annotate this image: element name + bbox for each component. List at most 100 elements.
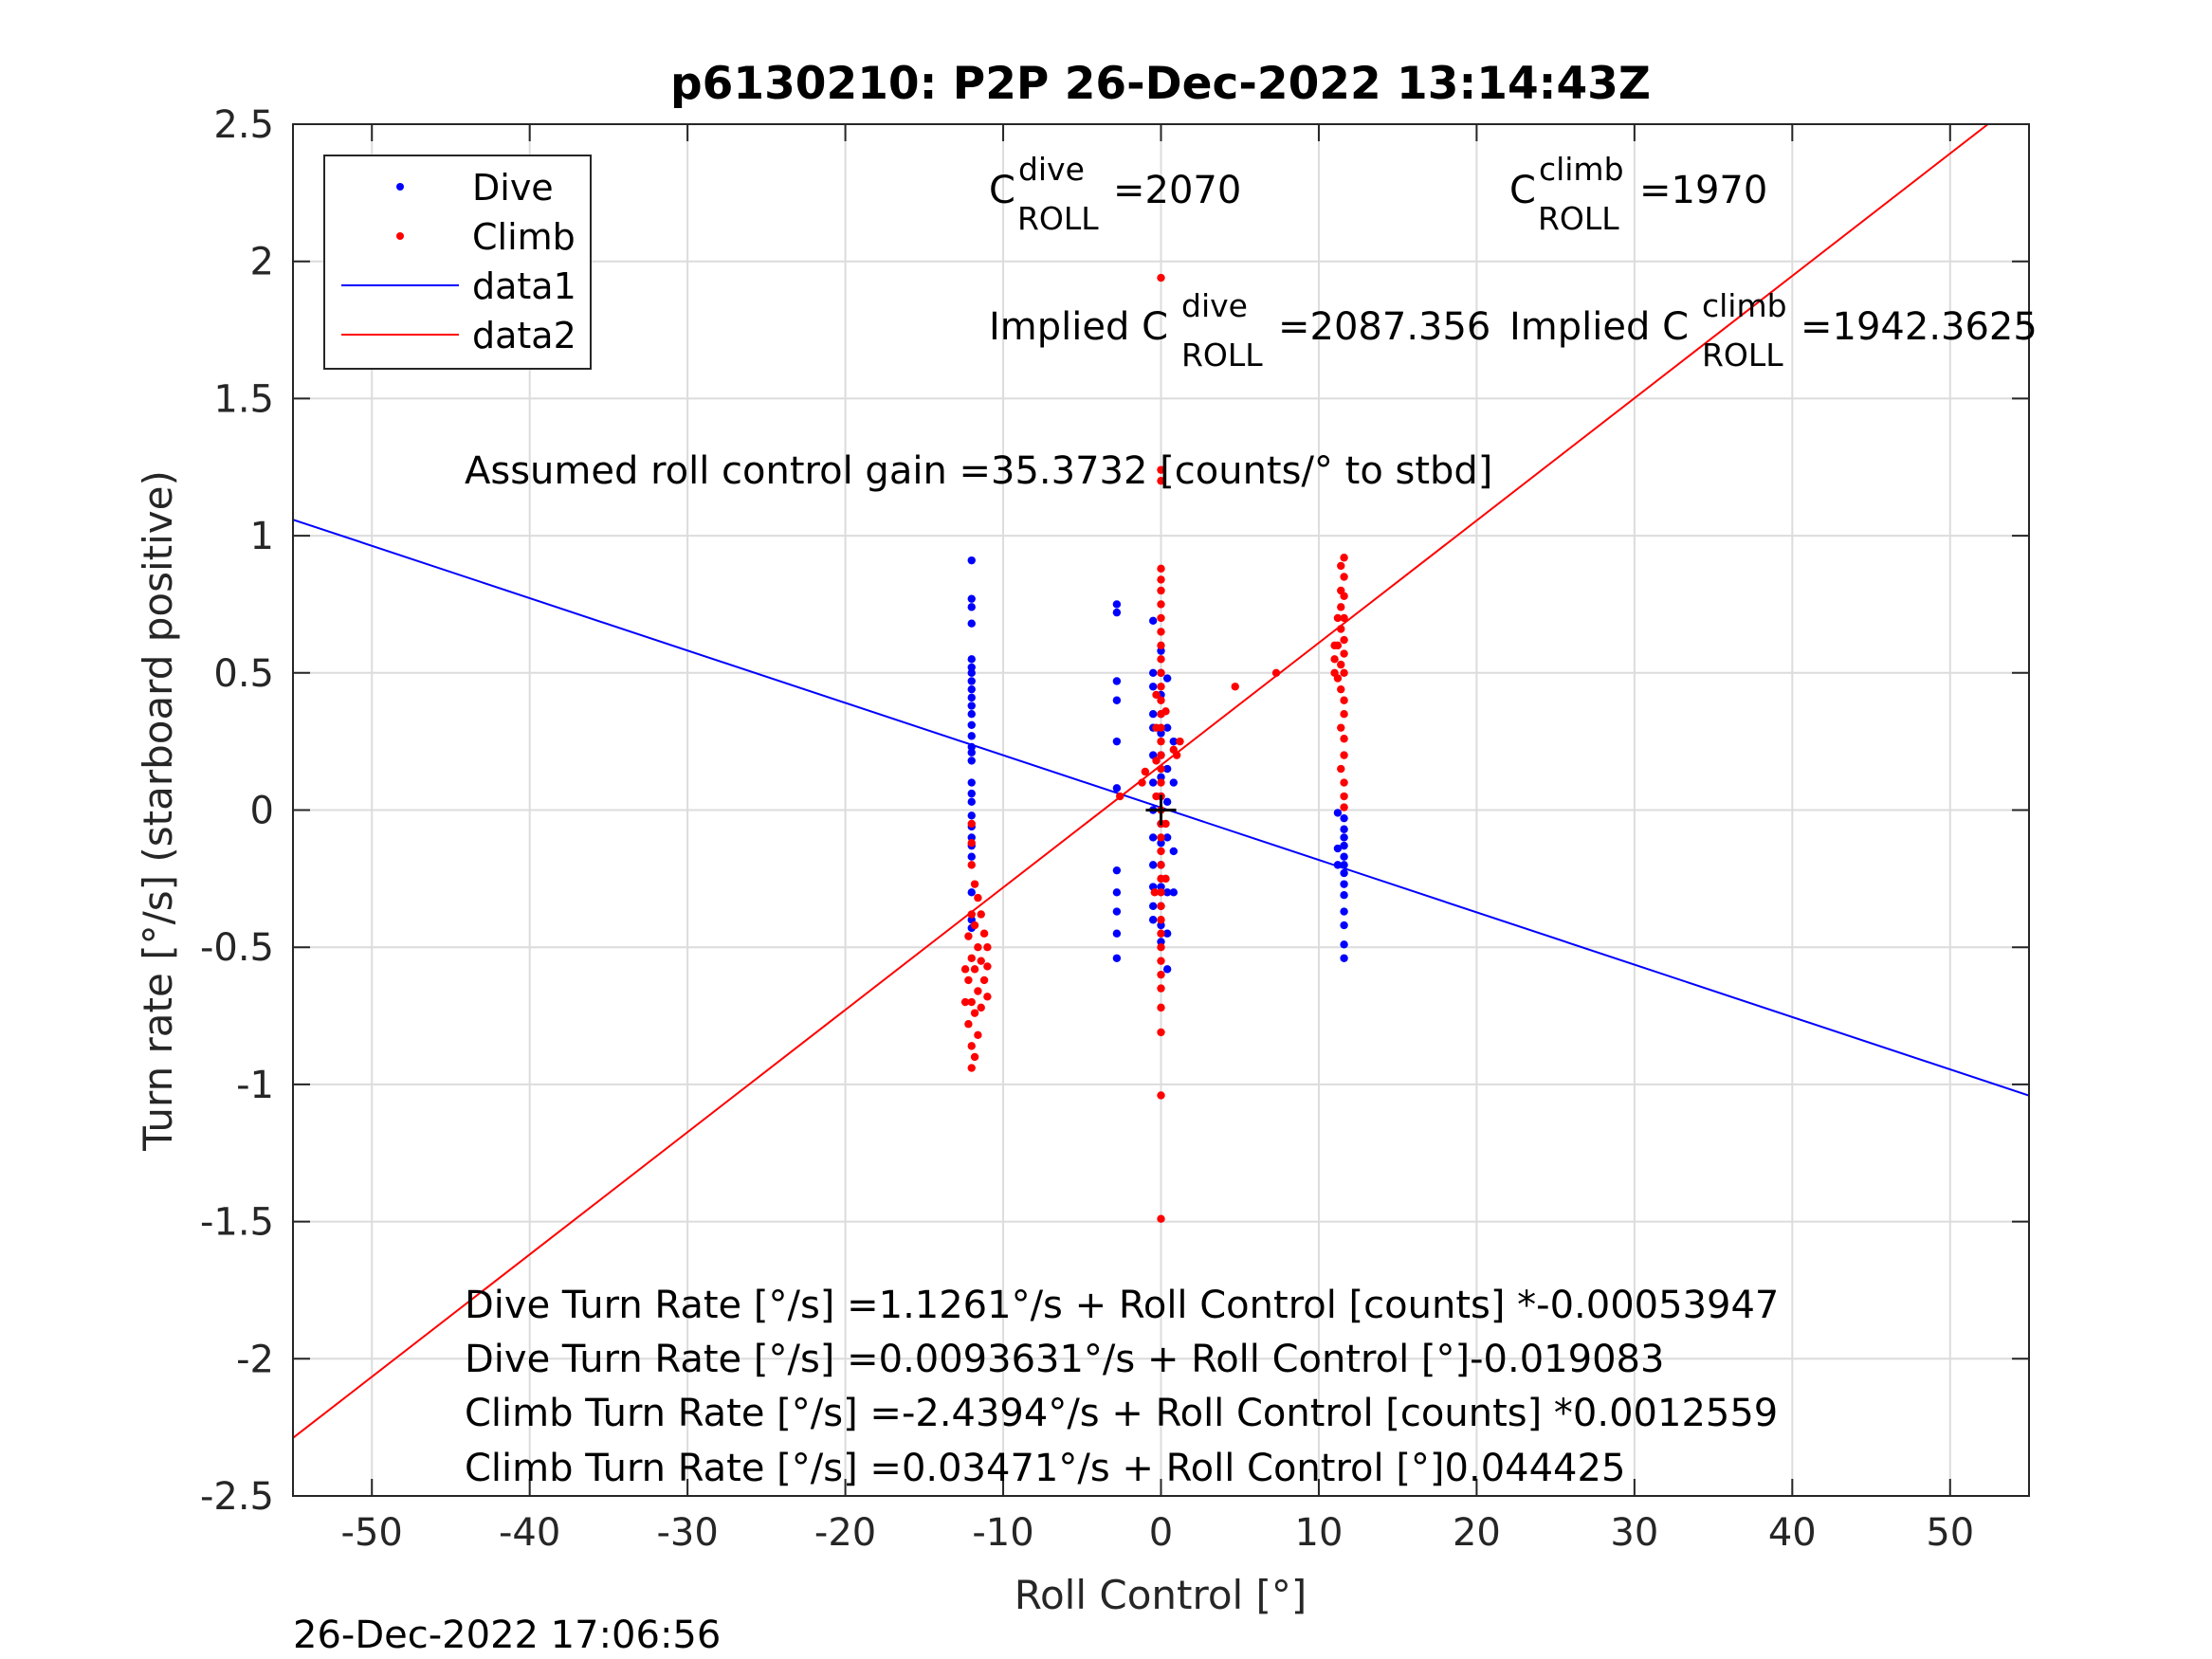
point-climb [974,943,982,952]
equation-dive-counts: Dive Turn Rate [°/s] =1.1261°/s + Roll C… [465,1284,1779,1327]
point-climb [1157,916,1165,924]
point-climb [1271,668,1281,677]
legend-data2-label: data2 [472,315,576,356]
point-climb [979,929,989,938]
point-dive [1148,710,1158,719]
point-climb [977,1003,985,1012]
point-climb [983,943,992,952]
point-climb [1157,764,1165,774]
point-climb [1152,757,1161,765]
point-dive [967,684,976,694]
y-tick-label: 0 [250,790,274,833]
point-climb [1157,613,1165,623]
point-dive [1148,861,1158,869]
point-climb [1330,641,1339,650]
point-dive [1112,907,1122,916]
point-climb [1157,465,1165,474]
point-climb [1157,586,1165,595]
point-dive [1157,773,1165,781]
point-dive [967,556,976,565]
point-climb [1157,970,1165,979]
point-climb [967,1064,976,1072]
x-tick-label: 40 [1768,1511,1817,1555]
point-dive [1162,833,1172,842]
point-climb [983,993,992,1001]
point-dive [967,888,976,897]
point-dive [1169,737,1179,746]
point-climb [1337,561,1345,571]
point-dive [1162,764,1172,774]
x-tick-label: 50 [1926,1511,1974,1555]
point-climb [970,965,979,974]
point-dive [1157,921,1165,930]
point-dive [967,852,976,861]
point-climb [1141,767,1150,776]
point-climb [1157,683,1165,691]
point-dive [1340,852,1348,861]
y-tick-label: -0.5 [200,926,274,970]
point-dive [1340,880,1348,888]
point-climb [979,975,989,985]
legend-dive-label: Dive [472,167,554,209]
axis-ticks: -50 -40 -30 -20 -10 0 10 20 30 40 50-2.5-2-1.5-1-0… [200,103,2029,1555]
point-climb [1340,792,1348,801]
point-climb [1157,847,1165,856]
point-dive [1340,861,1348,869]
point-dive [967,720,976,729]
point-dive [1112,929,1122,938]
point-dive [1169,888,1179,897]
point-climb [1337,660,1345,669]
footer-timestamp: 26-Dec-2022 17:06:56 [293,1613,721,1657]
point-climb [1157,641,1165,650]
point-dive [967,603,976,611]
point-climb [1340,751,1348,759]
point-dive [1112,696,1122,704]
point-climb [1157,600,1165,609]
point-climb [1172,751,1181,759]
y-axis-label: Turn rate [°/s] (starboard positive) [135,470,181,1152]
x-tick-label: -10 [972,1511,1033,1555]
point-climb [1340,778,1348,787]
point-dive [1148,616,1158,626]
point-climb [964,932,973,940]
point-climb [1340,635,1348,645]
point-dive [1340,907,1348,916]
point-dive [1112,737,1122,746]
y-tick-label: -2 [236,1338,274,1381]
point-climb [1157,833,1165,842]
c-dive-annotation: Cdive ROLL=2070 [989,151,1241,237]
point-climb [967,839,976,848]
point-climb [974,987,982,995]
y-tick-label: -1 [236,1064,274,1107]
point-climb [1150,888,1160,897]
c-climb-annotation: Cclimb ROLL=1970 [1509,151,1767,237]
point-climb [1157,1214,1165,1223]
point-climb [1231,683,1239,691]
point-dive [1340,841,1348,850]
point-climb [970,1052,979,1062]
point-climb [1157,1091,1165,1100]
point-climb [1340,613,1348,623]
point-dive [967,702,976,710]
point-dive [1157,883,1165,891]
x-axis-label: Roll Control [°] [1015,1572,1307,1618]
point-climb [1152,690,1161,700]
point-dive [1162,965,1172,974]
point-climb [1161,707,1170,716]
point-climb [1340,554,1348,562]
point-dive [1162,888,1172,897]
point-dive [1162,797,1172,807]
point-dive [967,710,976,719]
point-climb [1340,668,1348,677]
point-climb [1157,628,1165,636]
point-climb [1337,723,1345,732]
x-tick-label: 30 [1610,1511,1658,1555]
point-climb [1157,737,1165,746]
point-climb [1116,792,1124,801]
point-dive [1112,608,1122,617]
equation-climb-degrees: Climb Turn Rate [°/s] =0.03471°/s + Roll… [465,1447,1625,1490]
y-tick-label: -2.5 [200,1475,274,1519]
point-climb [970,921,979,930]
